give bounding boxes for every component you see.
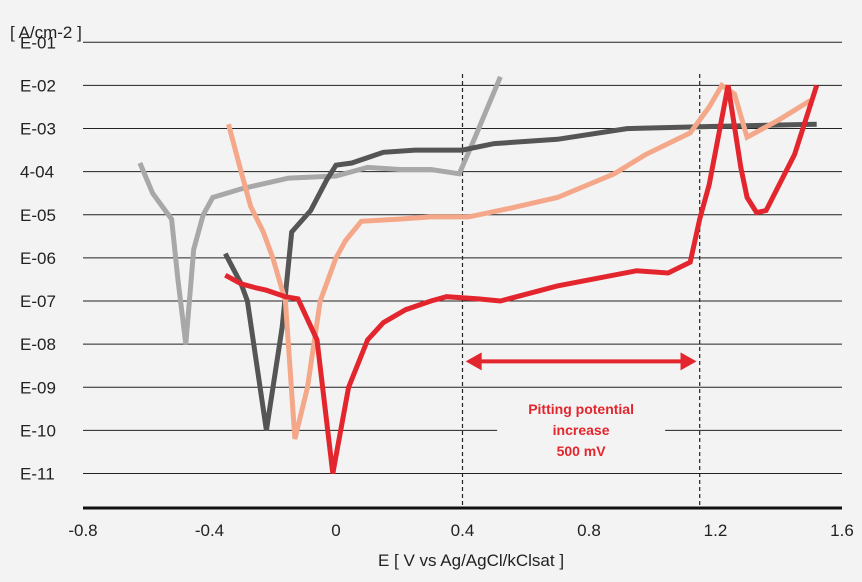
y-axis-title: [ A/cm-2 ]	[10, 23, 82, 42]
y-tick-label: E-06	[20, 249, 56, 268]
y-tick-label: E-01	[20, 33, 56, 52]
arrow-head-left	[465, 352, 482, 371]
y-tick-label: E-02	[20, 76, 56, 95]
series-line	[226, 81, 812, 440]
x-tick-label: 1.6	[830, 521, 854, 540]
series-line	[137, 75, 503, 345]
y-tick-label: E-05	[20, 206, 56, 225]
x-tick-label: 1.2	[704, 521, 728, 540]
y-tick-label: E-07	[20, 292, 56, 311]
annotation-background	[497, 396, 666, 466]
x-tick-label: -0.8	[68, 521, 97, 540]
series-line	[224, 84, 820, 474]
y-tick-label: 4-04	[20, 163, 54, 182]
y-tick-labels: E-01 E-02 E-03 4-04 E-05 E-06 E-07 E-08 E-09 E-10…	[20, 33, 56, 483]
arrow-head-right	[680, 352, 697, 371]
dashed-markers	[461, 74, 701, 508]
y-tick-label: E-08	[20, 335, 56, 354]
annotation-line: 500 mV	[557, 443, 607, 459]
series-line	[223, 121, 817, 431]
x-tick-label: 0.8	[577, 521, 601, 540]
series-lines	[137, 75, 820, 474]
y-tick-label: E-10	[20, 421, 56, 440]
x-axis-title: E [ V vs Ag/AgCl/kClsat ]	[378, 551, 564, 570]
y-tick-label: E-09	[20, 378, 56, 397]
annotation-line: Pitting potential	[528, 401, 634, 417]
y-tick-label: E-11	[20, 465, 55, 484]
y-tick-label: E-03	[20, 120, 56, 139]
x-tick-label: -0.4	[195, 521, 224, 540]
annotation-line: increase	[553, 422, 610, 438]
x-tick-labels: -0.8 -0.4 0 0.4 0.8 1.2 1.6	[68, 521, 853, 540]
pitting-annotation: Pitting potential increase 500 mV	[465, 352, 697, 466]
x-tick-label: 0.4	[451, 521, 475, 540]
x-tick-label: 0	[331, 521, 340, 540]
